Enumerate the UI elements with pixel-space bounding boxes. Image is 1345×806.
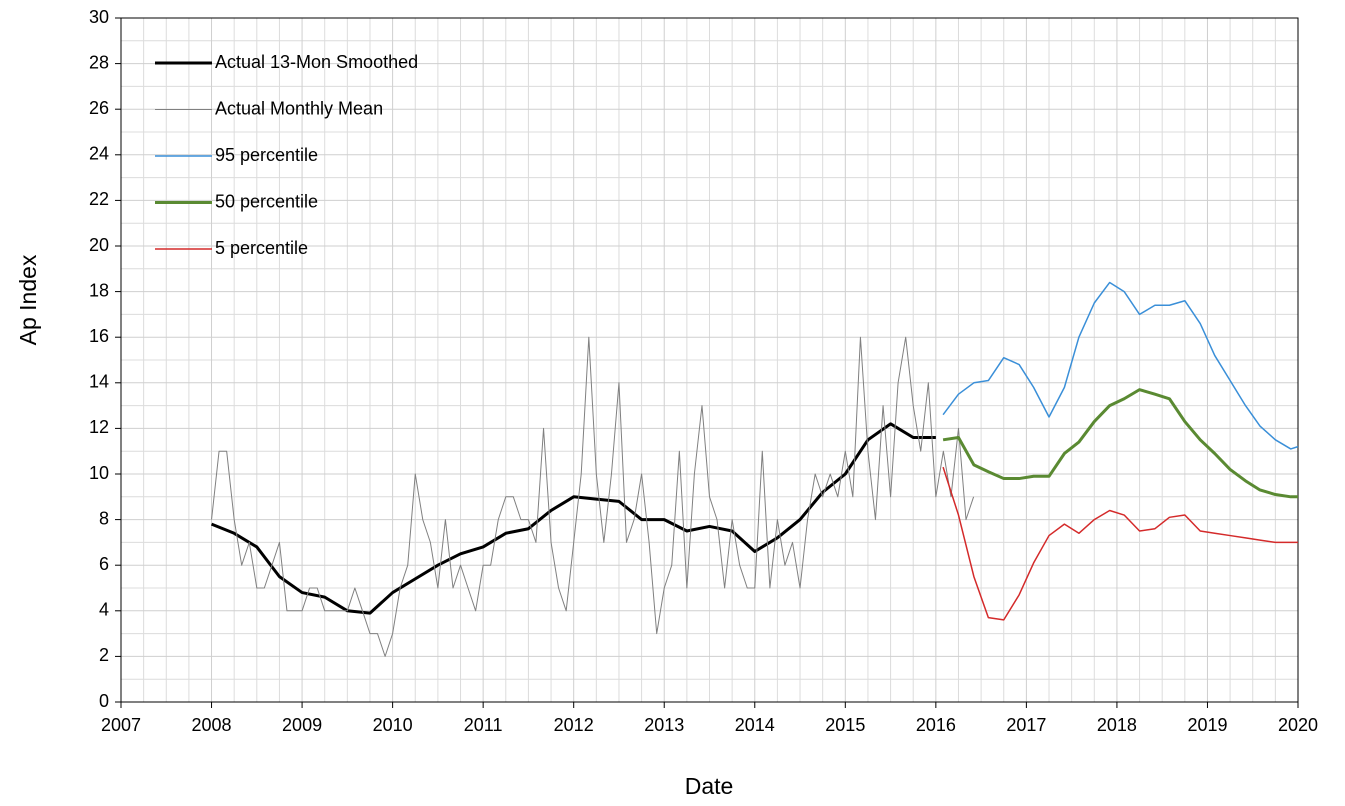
y-tick-label: 10	[89, 463, 109, 483]
x-tick-label: 2018	[1097, 715, 1137, 735]
x-tick-label: 2007	[101, 715, 141, 735]
y-tick-label: 14	[89, 372, 109, 392]
y-tick-label: 24	[89, 144, 109, 164]
x-tick-label: 2015	[825, 715, 865, 735]
x-tick-label: 2009	[282, 715, 322, 735]
x-tick-label: 2012	[554, 715, 594, 735]
y-tick-label: 22	[89, 189, 109, 209]
y-tick-label: 16	[89, 326, 109, 346]
y-tick-label: 6	[99, 554, 109, 574]
series-line	[210, 422, 936, 615]
y-tick-label: 0	[99, 691, 109, 711]
x-tick-label: 2016	[916, 715, 956, 735]
x-tick-label: 2019	[1187, 715, 1227, 735]
y-tick-label: 18	[89, 280, 109, 300]
legend-label: 95 percentile	[215, 145, 318, 165]
y-tick-label: 8	[99, 508, 109, 528]
plot-frame	[120, 17, 1299, 703]
y-tick-label: 30	[89, 7, 109, 27]
y-axis-title: Ap Index	[15, 254, 41, 345]
x-tick-label: 2010	[373, 715, 413, 735]
series-line	[942, 281, 1299, 450]
y-tick-label: 26	[89, 98, 109, 118]
legend-label: Actual 13-Mon Smoothed	[215, 52, 418, 72]
y-tick-label: 2	[99, 645, 109, 665]
x-tick-label: 2013	[644, 715, 684, 735]
legend-label: 50 percentile	[215, 191, 318, 211]
x-tick-label: 2011	[464, 715, 503, 735]
series-line	[942, 388, 1298, 499]
x-tick-label: 2008	[192, 715, 232, 735]
x-axis-title: Date	[685, 773, 734, 799]
y-tick-label: 4	[99, 600, 109, 620]
legend-label: 5 percentile	[215, 238, 308, 258]
legend-label: Actual Monthly Mean	[215, 98, 383, 118]
x-tick-label: 2017	[1006, 715, 1046, 735]
y-tick-label: 20	[89, 235, 109, 255]
y-tick-label: 12	[89, 417, 109, 437]
x-tick-label: 2020	[1278, 715, 1318, 735]
y-tick-label: 28	[89, 52, 109, 72]
x-tick-label: 2014	[735, 715, 775, 735]
series-line	[211, 336, 975, 657]
series-line	[942, 466, 1298, 621]
